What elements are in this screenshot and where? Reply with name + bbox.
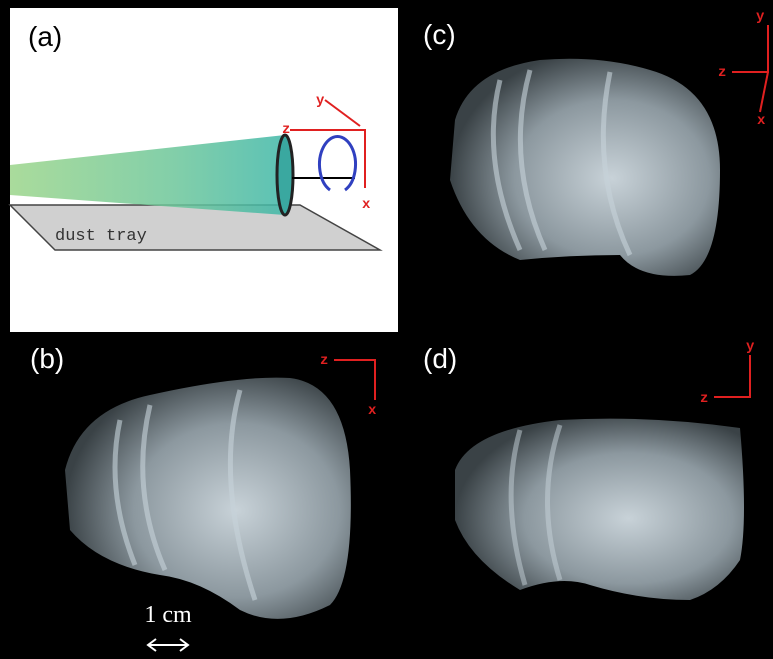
tray-label: dust tray: [55, 227, 147, 246]
axis-label: x: [757, 113, 766, 129]
axis-label: x: [362, 197, 371, 213]
scale-label: 1 cm: [144, 602, 192, 628]
axis-label: y: [316, 93, 325, 109]
axis-label: z: [320, 353, 328, 369]
panel-label: (b): [30, 343, 64, 374]
panel-label: (a): [28, 21, 62, 52]
axis-label: z: [718, 65, 726, 81]
axis-label: z: [282, 122, 290, 138]
figure: (a) dust tray z y x (c) y z x (b) z x 1 …: [0, 0, 773, 659]
panel-label: (c): [423, 19, 456, 50]
panel-label: (d): [423, 343, 457, 374]
axis-label: x: [368, 403, 377, 419]
axis-label: y: [746, 339, 755, 355]
axis-label: z: [700, 391, 708, 407]
specimen-render: [455, 419, 744, 600]
sample-holder: [277, 135, 293, 215]
axis-label: y: [756, 9, 765, 25]
